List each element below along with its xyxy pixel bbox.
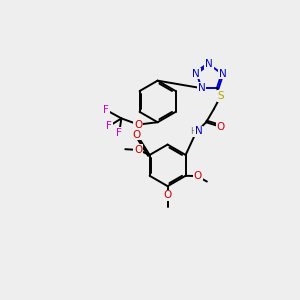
- Text: O: O: [194, 171, 202, 181]
- Text: S: S: [218, 91, 224, 101]
- Text: O: O: [164, 190, 172, 200]
- Text: N: N: [194, 127, 202, 136]
- Text: F: F: [106, 121, 112, 131]
- Text: N: N: [192, 68, 200, 79]
- Text: N: N: [205, 59, 213, 69]
- Text: N: N: [218, 68, 226, 79]
- Text: O: O: [134, 119, 142, 130]
- Text: O: O: [134, 145, 142, 155]
- Text: F: F: [103, 105, 109, 115]
- Text: H: H: [190, 127, 196, 136]
- Text: O: O: [133, 130, 141, 140]
- Text: N: N: [198, 83, 206, 93]
- Text: O: O: [217, 122, 225, 132]
- Text: F: F: [116, 128, 122, 138]
